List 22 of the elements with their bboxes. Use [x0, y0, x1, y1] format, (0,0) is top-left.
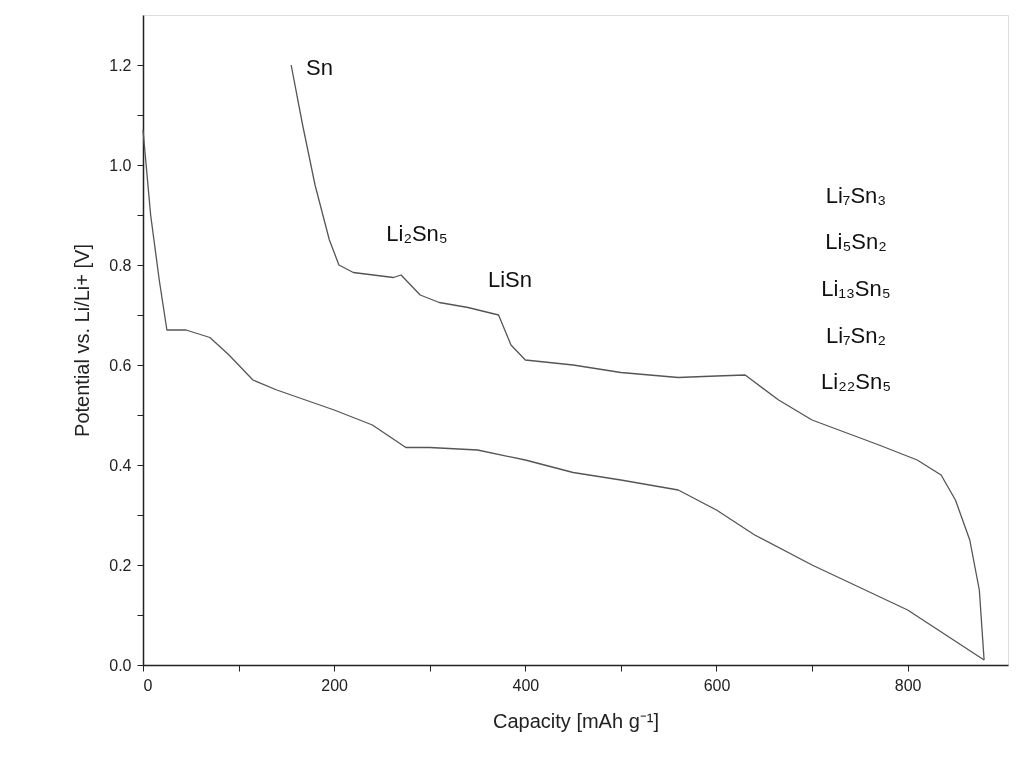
- x-tick-label: 600: [703, 676, 731, 694]
- y-tick-label: 1.2: [109, 56, 132, 74]
- x-tick-label: 0: [143, 676, 153, 694]
- annotation: Li₁₃Sn₅: [821, 276, 891, 301]
- y-tick-label: 0.8: [109, 256, 132, 274]
- y-tick-label: 0.0: [109, 656, 132, 674]
- annotation: Li₂Sn₅: [386, 221, 448, 246]
- annotation: LiSn: [487, 267, 533, 292]
- x-axis-title: Capacity [mAh g⁻¹]: [493, 709, 659, 732]
- annotation: Li₇Sn₃: [825, 183, 887, 208]
- y-tick-label: 0.2: [109, 556, 132, 574]
- x-tick-label: 200: [321, 676, 349, 694]
- annotation: Li₇Sn₂: [825, 323, 887, 348]
- annotation: Sn: [306, 55, 333, 80]
- annotation: Li₂₂Sn₅: [821, 369, 891, 394]
- y-tick-label: 0.4: [109, 456, 132, 474]
- y-tick-label: 1.0: [109, 156, 132, 174]
- y-tick-label: 0.6: [109, 356, 132, 374]
- annotation: Li₅Sn₂: [825, 229, 887, 254]
- y-axis-title: Potential vs. Li/Li+ [V]: [71, 244, 94, 437]
- x-tick-label: 400: [512, 676, 540, 694]
- x-tick-label: 800: [894, 676, 922, 694]
